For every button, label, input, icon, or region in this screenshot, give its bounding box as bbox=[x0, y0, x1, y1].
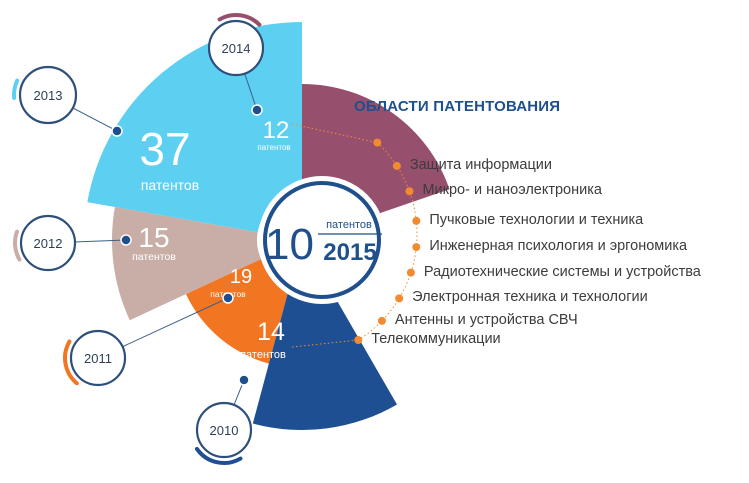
area-item: Инженерная психология и эргономика bbox=[429, 238, 688, 255]
area-item: Антенны и устройства СВЧ bbox=[394, 311, 578, 328]
year-accent-arc-2013 bbox=[12, 78, 20, 100]
center-year: 2015 bbox=[323, 239, 376, 266]
center-value: 10 bbox=[265, 220, 314, 269]
area-item: Микро- и наноэлектроника bbox=[422, 182, 602, 199]
year-label-2011: 2011 bbox=[84, 351, 112, 366]
value-label-2010: 14 bbox=[257, 318, 285, 346]
areas-item-dot bbox=[377, 316, 386, 325]
value-label-2013: 37 bbox=[139, 123, 190, 175]
value-label-2014: 12 bbox=[263, 117, 290, 144]
year-label-2012: 2012 bbox=[34, 236, 63, 251]
sector-2011 bbox=[185, 259, 291, 364]
areas-connector-bottom bbox=[291, 339, 359, 348]
year-accent-arc-2014 bbox=[217, 13, 262, 27]
area-item: Пучковые технологии и техника bbox=[429, 211, 644, 228]
area-item: Защита информации bbox=[409, 156, 552, 173]
year-bubble-2011 bbox=[69, 329, 127, 387]
areas-title-dot bbox=[373, 138, 382, 147]
area-item: Радиотехнические системы и устройства bbox=[423, 263, 701, 280]
year-bubble-2010 bbox=[195, 401, 253, 459]
year-label-2013: 2013 bbox=[34, 88, 63, 103]
areas-item-dot bbox=[412, 216, 421, 225]
areas-connector-top bbox=[291, 123, 378, 144]
areas-item-dot bbox=[412, 243, 421, 252]
year-accent-arc-2010 bbox=[194, 446, 243, 465]
year-bubble-2012 bbox=[19, 214, 77, 272]
center-unit: патентов bbox=[326, 219, 372, 231]
center-circle bbox=[258, 176, 386, 304]
sector-2012 bbox=[112, 207, 262, 321]
unit-label-2014: патентов bbox=[257, 143, 290, 152]
year-bubble-2014 bbox=[207, 19, 265, 77]
unit-label-2013: патентов bbox=[141, 177, 199, 193]
year-label-2010: 2010 bbox=[210, 423, 239, 438]
callout-dot-2011 bbox=[222, 292, 234, 304]
areas-item-dot bbox=[395, 294, 404, 303]
value-label-2012: 15 bbox=[138, 222, 169, 253]
year-accent-arc-2011 bbox=[63, 339, 79, 386]
value-label-2011: 19 bbox=[230, 266, 252, 288]
callout-dot-2013 bbox=[111, 125, 123, 137]
callout-dot-2014 bbox=[251, 104, 263, 116]
year-label-2014: 2014 bbox=[222, 41, 251, 56]
areas-item-dot bbox=[392, 161, 401, 170]
areas-item-dot bbox=[405, 187, 414, 196]
unit-label-2010: патентов bbox=[240, 349, 286, 361]
unit-label-2012: патентов bbox=[132, 251, 176, 263]
area-item: Электронная техника и технологии bbox=[412, 289, 648, 306]
area-item: Телекоммуникации bbox=[371, 331, 501, 347]
areas-item-dot bbox=[354, 336, 363, 345]
year-accent-arc-2012 bbox=[13, 229, 22, 262]
year-bubble-2013 bbox=[18, 65, 78, 125]
sector-2013 bbox=[87, 22, 302, 233]
sector-2010 bbox=[252, 278, 397, 430]
sector-2010-marker bbox=[238, 374, 250, 386]
center-ring bbox=[263, 181, 381, 299]
callout-dot-2012 bbox=[120, 234, 132, 246]
areas-title: ОБЛАСТИ ПАТЕНТОВАНИЯ bbox=[354, 98, 561, 115]
areas-item-dot bbox=[406, 268, 415, 277]
